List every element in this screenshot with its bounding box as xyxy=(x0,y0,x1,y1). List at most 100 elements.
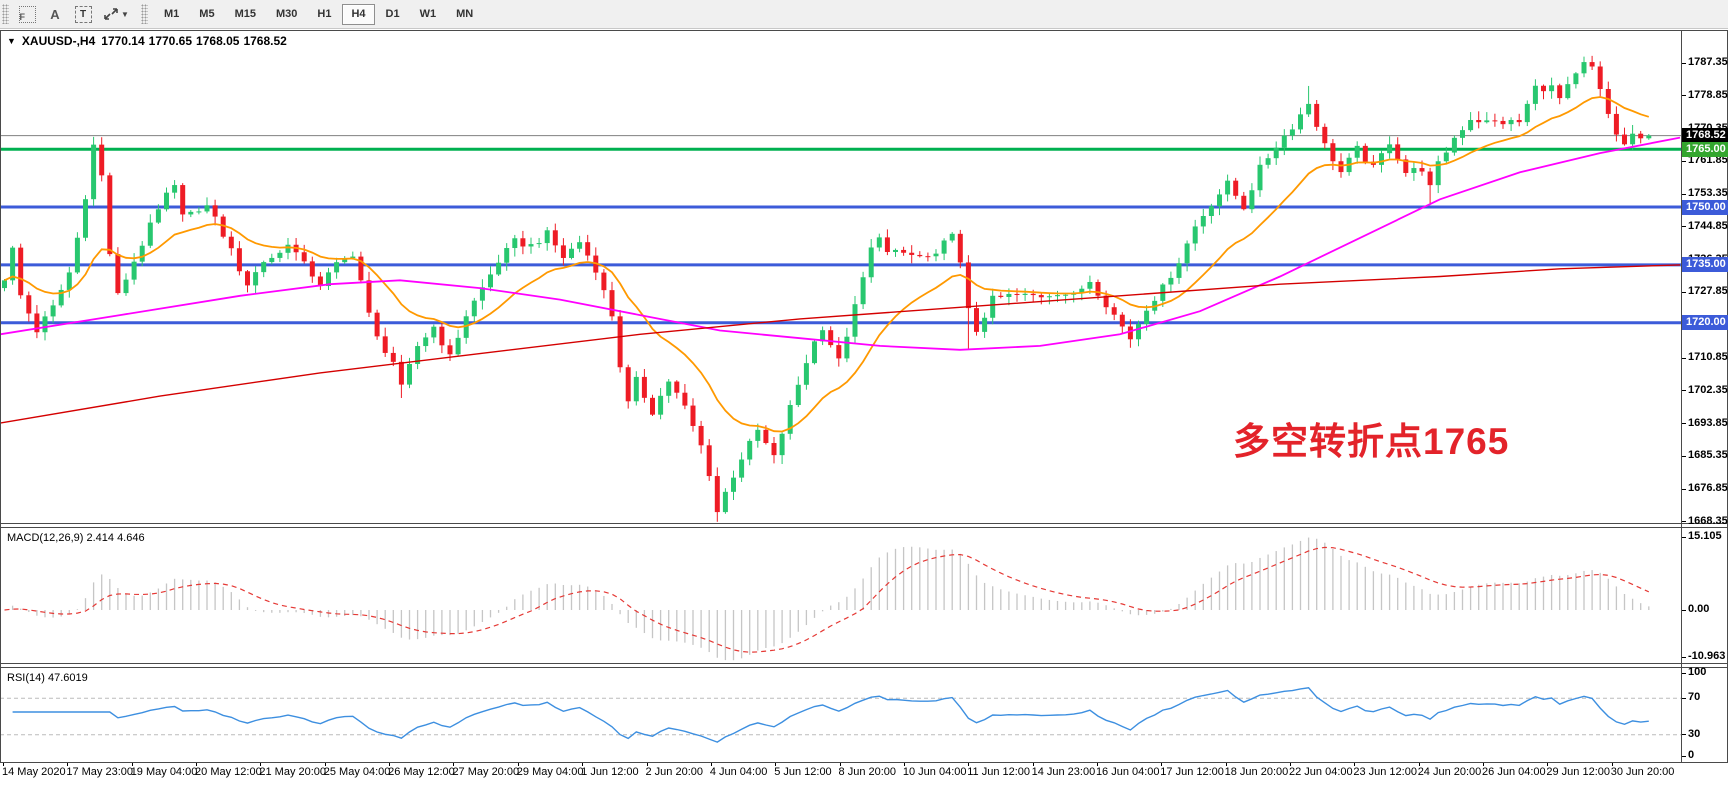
dropdown-caret-icon: ▼ xyxy=(121,9,129,19)
price-tick-1685.35: 1685.35 xyxy=(1688,449,1728,462)
date-label-24: 29 Jun 12:00 xyxy=(1546,766,1611,778)
tf-button-MN[interactable]: MN xyxy=(447,4,482,25)
tf-button-M1[interactable]: M1 xyxy=(155,4,188,25)
price-line-box-1768.52[interactable]: 1768.52 xyxy=(1682,128,1728,144)
date-label-9: 1 Jun 12:00 xyxy=(581,766,639,778)
date-label-7: 27 May 20:00 xyxy=(452,766,520,778)
chart-area[interactable]: ▼ XAUUSD-,H4 1770.14 1770.65 1768.05 176… xyxy=(0,29,1728,794)
macd-pane[interactable] xyxy=(4,537,1650,661)
template-f-glyph: F xyxy=(19,11,26,22)
price-tick-1668.35: 1668.35 xyxy=(1688,514,1728,527)
tf-button-D1[interactable]: D1 xyxy=(377,4,409,25)
rsi-pane[interactable] xyxy=(0,687,1681,743)
date-tickmark xyxy=(517,763,519,766)
tf-button-M15[interactable]: M15 xyxy=(226,4,265,25)
main-pane[interactable] xyxy=(0,55,1681,522)
crosshair-arrows-icon[interactable]: ▼ xyxy=(98,2,134,26)
date-tickmark xyxy=(389,763,391,766)
date-label-13: 8 Jun 20:00 xyxy=(838,766,897,778)
rsi-tickmark xyxy=(1682,734,1686,736)
date-tickmark xyxy=(775,763,777,766)
toolbar-drag-handle[interactable] xyxy=(2,4,9,24)
date-label-23: 26 Jun 04:00 xyxy=(1482,766,1546,778)
price-line-box-1735.00[interactable]: 1735.00 xyxy=(1682,257,1728,273)
price-tick-1727.85: 1727.85 xyxy=(1688,285,1728,298)
price-tickmark xyxy=(1682,160,1686,162)
date-label-11: 4 Jun 04:00 xyxy=(709,766,768,778)
date-tickmark xyxy=(324,763,326,766)
date-tickmark xyxy=(1354,763,1356,766)
date-label-2: 19 May 04:00 xyxy=(130,766,198,778)
date-label-18: 17 Jun 12:00 xyxy=(1160,766,1224,778)
date-tickmark xyxy=(1547,763,1549,766)
price-tick-1761.85: 1761.85 xyxy=(1688,154,1728,167)
date-tickmark xyxy=(453,763,455,766)
tf-button-M5[interactable]: M5 xyxy=(190,4,223,25)
chart-canvas[interactable] xyxy=(0,29,1728,794)
price-tickmark xyxy=(1682,193,1686,195)
date-tickmark xyxy=(260,763,262,766)
date-label-21: 23 Jun 12:00 xyxy=(1353,766,1417,778)
arrows-glyph xyxy=(104,8,118,20)
macd-tickmark xyxy=(1682,656,1686,658)
toolbar: F A T ▼ M1 M5 M15 M30 H1 H4 D1 W1 MN xyxy=(0,0,1728,29)
price-tickmark xyxy=(1682,62,1686,64)
price-tick-1702.35: 1702.35 xyxy=(1688,383,1728,396)
date-tickmark xyxy=(968,763,970,766)
text-label-icon[interactable]: T xyxy=(70,2,96,26)
price-tick-1693.85: 1693.85 xyxy=(1688,416,1728,429)
price-tickmark xyxy=(1682,390,1686,392)
rsi-value: 47.6019 xyxy=(47,672,88,684)
price-tickmark xyxy=(1682,291,1686,293)
date-label-1: 17 May 23:00 xyxy=(66,766,133,778)
price-line-box-1750.00[interactable]: 1750.00 xyxy=(1682,199,1728,215)
price-tickmark xyxy=(1682,455,1686,457)
date-label-6: 26 May 12:00 xyxy=(388,766,455,778)
date-label-14: 10 Jun 04:00 xyxy=(902,766,967,778)
price-tickmark xyxy=(1682,357,1686,359)
price-tickmark xyxy=(1682,95,1686,97)
date-label-12: 5 Jun 12:00 xyxy=(774,766,832,778)
date-tickmark xyxy=(903,763,905,766)
price-tickmark xyxy=(1682,521,1686,523)
date-label-8: 29 May 04:00 xyxy=(516,766,584,778)
text-a-icon[interactable]: A xyxy=(42,2,68,26)
ohlc-open: 1770.14 xyxy=(101,34,145,48)
rsi-tick-30: 30 xyxy=(1688,727,1701,740)
macd-label: MACD(12,26,9) 2.414 4.646 xyxy=(7,532,145,544)
price-tickmark xyxy=(1682,226,1686,228)
timeframe-buttons: M1 M5 M15 M30 H1 H4 D1 W1 MN xyxy=(154,3,483,25)
template-f-icon[interactable]: F xyxy=(14,2,40,26)
tf-button-W1[interactable]: W1 xyxy=(411,4,446,25)
annotation-text[interactable]: 多空转折点1765 xyxy=(1233,421,1510,462)
price-tick-1778.85: 1778.85 xyxy=(1688,88,1728,101)
price-tick-1676.85: 1676.85 xyxy=(1688,482,1728,495)
macd-tick-0.00: 0.00 xyxy=(1688,603,1710,615)
tf-button-H4[interactable]: H4 xyxy=(342,3,375,25)
macd-tick--10.963: -10.963 xyxy=(1688,650,1726,662)
text-label-glyph: T xyxy=(79,8,87,20)
date-tickmark xyxy=(1225,763,1227,766)
date-label-10: 2 Jun 20:00 xyxy=(645,766,704,778)
date-label-19: 18 Jun 20:00 xyxy=(1224,766,1289,778)
rsi-tick-0: 0 xyxy=(1688,749,1695,761)
date-tickmark xyxy=(67,763,69,766)
candles xyxy=(2,55,1652,522)
macd-values: 2.414 4.646 xyxy=(86,532,145,544)
tf-button-M30[interactable]: M30 xyxy=(267,4,306,25)
chart-dropdown-icon[interactable]: ▼ xyxy=(7,36,16,46)
toolbar-separator xyxy=(141,4,148,24)
date-tickmark xyxy=(710,763,712,766)
price-line-box-1720.00[interactable]: 1720.00 xyxy=(1682,315,1728,331)
ohlc-high: 1770.65 xyxy=(148,34,193,48)
price-tickmark xyxy=(1682,423,1686,425)
date-tickmark xyxy=(646,763,648,766)
rsi-tickmark xyxy=(1682,672,1686,674)
date-tickmark xyxy=(1483,763,1485,766)
ohlc-close: 1768.52 xyxy=(243,34,287,48)
tf-button-H1[interactable]: H1 xyxy=(308,4,340,25)
price-tickmark xyxy=(1682,488,1686,490)
chart-symbol: XAUUSD-,H4 xyxy=(21,34,96,48)
date-tickmark xyxy=(839,763,841,766)
price-line-box-1765.00[interactable]: 1765.00 xyxy=(1682,141,1728,157)
